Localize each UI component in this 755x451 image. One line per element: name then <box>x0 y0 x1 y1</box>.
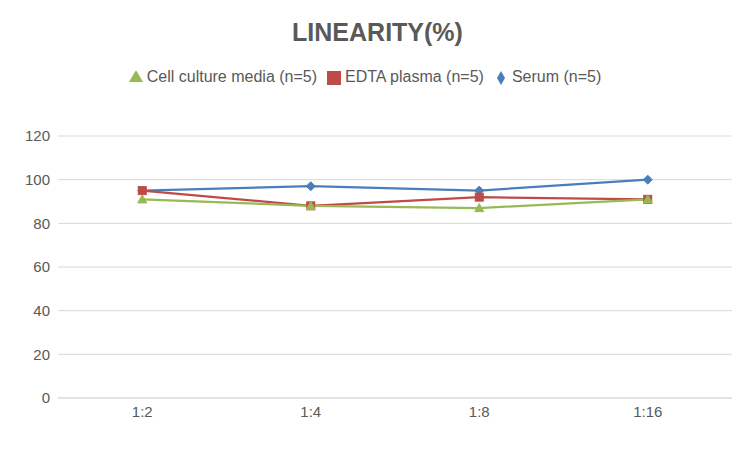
svg-text:1:2: 1:2 <box>132 403 153 420</box>
svg-text:1:8: 1:8 <box>469 403 490 420</box>
svg-text:60: 60 <box>33 258 50 275</box>
svg-text:80: 80 <box>33 215 50 232</box>
html-text:Serum (n=5): Serum (n=5) <box>511 68 602 85</box>
svg-text:0: 0 <box>42 389 50 406</box>
html-text:LINEARITY(%): LINEARITY(%) <box>292 18 463 46</box>
svg-text:100: 100 <box>25 171 50 188</box>
svg-text:40: 40 <box>33 302 50 319</box>
svg-text:1:16: 1:16 <box>633 403 662 420</box>
svg-text:120: 120 <box>25 127 50 144</box>
svg-text:1:4: 1:4 <box>300 403 321 420</box>
html-text:Cell culture media (n=5): Cell culture media (n=5) <box>146 68 317 85</box>
svg-text:20: 20 <box>33 346 50 363</box>
html-text:EDTA plasma (n=5): EDTA plasma (n=5) <box>345 68 484 85</box>
